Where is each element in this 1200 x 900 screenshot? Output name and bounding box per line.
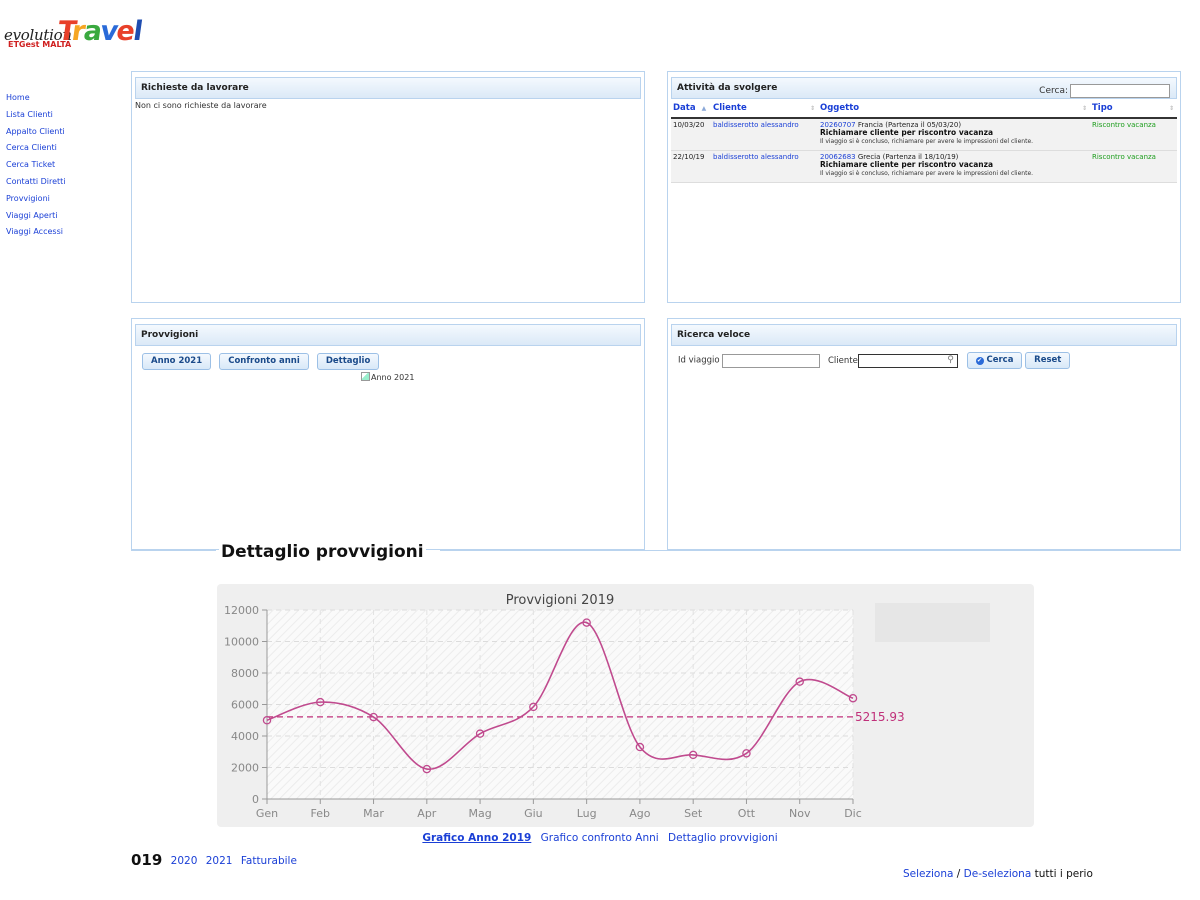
period-selection: Seleziona / De-seleziona tutti i perio (903, 868, 1093, 880)
ricerca-panel: Ricerca veloce Id viaggio Cliente ⚲ ✔ Cer… (667, 318, 1181, 550)
sidebar-item-viaggi-accessi[interactable]: Viaggi Accessi (6, 227, 63, 237)
section-divider (440, 550, 1181, 551)
broken-image-icon (361, 372, 370, 381)
row-data: 22/10/19 (671, 150, 711, 183)
year-link-2020[interactable]: 2020 (170, 855, 198, 867)
period-selection-text: tutti i perio (1031, 868, 1093, 880)
sidebar-nav: Home Lista Clienti Appalto Clienti Cerca… (6, 90, 106, 241)
table-row: 22/10/19 baldisserotto alessandro 200626… (671, 150, 1177, 183)
section-divider (131, 550, 216, 551)
richieste-empty-message: Non ci sono richieste da lavorare (135, 101, 267, 110)
id-viaggio-input[interactable] (722, 353, 821, 368)
deseleziona-link[interactable]: De-seleziona (963, 868, 1032, 880)
confronto-anni-button[interactable]: Confronto anni (219, 353, 309, 370)
row-data: 10/03/20 (671, 118, 711, 151)
attivita-search: Cerca: (1039, 81, 1170, 101)
cliente-label: Cliente (827, 355, 858, 366)
attivita-table: Data ▲ Cliente ⇕ Oggetto ⇕ Tipo ⇕ 10/03/20 … (671, 99, 1177, 183)
reset-button[interactable]: Reset (1025, 352, 1071, 369)
year-selector: 019 2020 2021 Fatturabile (131, 851, 302, 869)
row-cliente-link[interactable]: baldisserotto alessandro (711, 118, 818, 151)
cliente-input[interactable] (857, 353, 958, 368)
seleziona-link[interactable]: Seleziona (903, 868, 954, 880)
sidebar-item-cerca-clienti[interactable]: Cerca Clienti (6, 143, 57, 153)
provvigioni-panel-title: Provvigioni (135, 324, 641, 346)
table-row: 10/03/20 baldisserotto alessandro 202607… (671, 118, 1177, 151)
row-oggetto: 20062683 Grecia (Partenza il 18/10/19) R… (818, 150, 1090, 183)
row-action: Richiamare cliente per riscontro vacanza (820, 159, 994, 169)
ricerca-form: Id viaggio Cliente ⚲ ✔ Cerca Reset (678, 352, 1178, 369)
richieste-panel-title: Richieste da lavorare (135, 77, 641, 99)
sidebar-item-contatti-diretti[interactable]: Contatti Diretti (6, 176, 66, 186)
chart-legend-area (875, 603, 990, 642)
sort-icon: ⇕ (1081, 105, 1087, 112)
column-header-data[interactable]: Data ▲ (671, 99, 711, 119)
sidebar-item-viaggi-aperti[interactable]: Viaggi Aperti (6, 210, 58, 220)
ricerca-panel-title: Ricerca veloce (671, 324, 1177, 346)
provvigioni-buttons: Anno 2021 Confronto anni Dettaglio (142, 351, 644, 370)
column-header-tipo[interactable]: Tipo ⇕ (1090, 99, 1177, 119)
attivita-panel-title: Attività da svolgere (677, 83, 778, 93)
year-link-2021[interactable]: 2021 (205, 855, 233, 867)
row-trip-code-link[interactable]: 20062683 (820, 152, 856, 161)
sidebar-item-lista-clienti[interactable]: Lista Clienti (6, 109, 53, 119)
chart-view-links: Grafico Anno 2019 Grafico confronto Anni… (0, 832, 1200, 844)
magnifier-icon[interactable]: ⚲ (947, 354, 954, 365)
row-destination: Grecia (Partenza il 18/10/19) (855, 152, 959, 161)
row-tipo: Riscontro vacanza (1090, 150, 1177, 183)
id-viaggio-label: Id viaggio (678, 355, 720, 366)
sidebar-item-provvigioni[interactable]: Provvigioni (6, 193, 50, 203)
attivita-search-label: Cerca: (1039, 86, 1068, 96)
row-tipo: Riscontro vacanza (1090, 118, 1177, 151)
attivita-panel: Attività da svolgere Cerca: Data ▲ Clien… (667, 71, 1181, 303)
current-year: 019 (131, 851, 163, 869)
app-logo: evolution Travel ETGest MALTA (2, 16, 143, 54)
cerca-button[interactable]: ✔ Cerca (966, 352, 1023, 369)
sidebar-item-home[interactable]: Home (6, 93, 30, 102)
column-header-cliente[interactable]: Cliente ⇕ (711, 99, 818, 119)
provvigioni-chart-image: Anno 2021 (361, 372, 414, 382)
attivita-search-input[interactable] (1070, 83, 1170, 98)
sidebar-item-appalto-clienti[interactable]: Appalto Clienti (6, 126, 65, 136)
column-header-oggetto[interactable]: Oggetto ⇕ (818, 99, 1090, 119)
row-oggetto: 20260707 Francia (Partenza il 05/03/20) … (818, 118, 1090, 151)
logo-prefix: evolution (4, 26, 72, 44)
richieste-panel: Richieste da lavorare Non ci sono richie… (131, 71, 645, 303)
dettaglio-provvigioni-link[interactable]: Dettaglio provvigioni (668, 832, 778, 844)
dettaglio-button[interactable]: Dettaglio (316, 353, 380, 370)
sidebar-item-cerca-ticket[interactable]: Cerca Ticket (6, 160, 56, 170)
provvigioni-panel: Provvigioni Anno 2021 Confronto anni Det… (131, 318, 645, 550)
row-note: Il viaggio si è concluso, richiamare per… (820, 138, 1034, 145)
grafico-anno-link[interactable]: Grafico Anno 2019 (422, 832, 532, 844)
row-cliente-link[interactable]: baldisserotto alessandro (711, 150, 818, 183)
provvigioni-image-alt: Anno 2021 (371, 373, 415, 382)
row-destination: Francia (Partenza il 05/03/20) (855, 121, 962, 129)
grafico-confronto-link[interactable]: Grafico confronto Anni (540, 832, 659, 844)
row-note: Il viaggio si è concluso, richiamare per… (820, 169, 1034, 177)
logo-subtitle: ETGest MALTA (8, 40, 72, 49)
attivita-panel-header: Attività da svolgere Cerca: (671, 77, 1177, 99)
sort-icon: ⇕ (809, 105, 815, 112)
dettaglio-title: Dettaglio provvigioni (219, 542, 426, 562)
row-action: Richiamare cliente per riscontro vacanza (820, 128, 994, 137)
sort-icon: ⇕ (1168, 105, 1174, 112)
check-icon: ✔ (975, 357, 984, 365)
anno-2021-button[interactable]: Anno 2021 (142, 353, 212, 370)
sort-asc-icon: ▲ (701, 105, 707, 112)
fatturabile-link[interactable]: Fatturabile (240, 855, 297, 867)
row-trip-code-link[interactable]: 20260707 (820, 121, 856, 129)
